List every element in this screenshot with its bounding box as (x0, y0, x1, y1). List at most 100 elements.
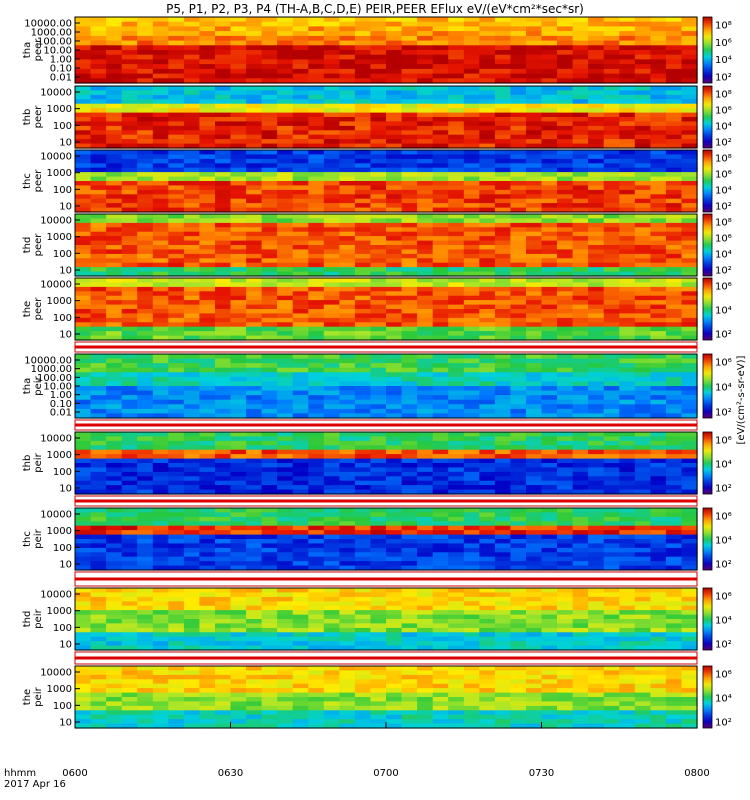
heatmap-cell (261, 619, 278, 624)
heatmap-cell (494, 267, 512, 273)
heatmap-cell (370, 198, 387, 204)
heatmap-cell (448, 432, 465, 437)
heatmap-cell (199, 139, 216, 145)
heatmap-cell (494, 231, 512, 237)
heatmap-cell (603, 317, 620, 323)
heatmap-cell (510, 240, 527, 246)
heatmap-cell (681, 245, 698, 250)
heatmap-cell (339, 588, 356, 593)
heatmap-cell (494, 240, 512, 246)
heatmap-cell (230, 623, 247, 629)
heatmap-cell (354, 601, 372, 607)
heatmap-cell (588, 610, 605, 616)
heatmap-cell (479, 395, 496, 401)
heatmap-cell (90, 198, 107, 204)
heatmap-cell (246, 432, 263, 437)
heatmap-cell (339, 150, 356, 155)
heatmap-cell (246, 286, 263, 292)
heatmap-cell (681, 476, 698, 482)
heatmap-cell (215, 539, 232, 544)
heatmap-cell (510, 512, 527, 518)
heatmap-cell (432, 436, 449, 442)
heatmap-cell (230, 108, 247, 114)
heatmap-cell (370, 588, 387, 593)
heatmap-cell (323, 150, 340, 155)
heatmap-cell (323, 408, 340, 415)
heatmap-cell (448, 134, 465, 140)
heatmap-cell (417, 194, 434, 200)
heatmap-cell (137, 203, 154, 209)
heatmap-cell (541, 592, 558, 598)
heatmap-cell (681, 561, 698, 567)
heatmap-cell (261, 512, 278, 518)
heatmap-cell (215, 267, 232, 273)
heatmap-cell (463, 236, 480, 242)
heatmap-cell (339, 408, 356, 415)
heatmap-cell (308, 295, 325, 301)
heatmap-cell (106, 471, 123, 477)
heatmap-cell (106, 295, 123, 301)
heatmap-cell (106, 218, 123, 224)
heatmap-cell (479, 623, 496, 629)
heatmap-cell (603, 326, 620, 332)
heatmap-cell (106, 300, 123, 306)
heatmap-cell (463, 17, 480, 23)
heatmap-cell (137, 163, 154, 169)
heatmap-cell (417, 381, 434, 387)
heatmap-cell (588, 295, 605, 301)
heatmap-cell (432, 73, 449, 79)
heatmap-cell (510, 189, 527, 195)
heatmap-cell (339, 73, 356, 79)
heatmap-cell (463, 271, 480, 277)
heatmap-cell (463, 163, 480, 169)
heatmap-cell (199, 627, 216, 633)
heatmap-cell (106, 530, 123, 536)
heatmap-cell (308, 103, 325, 109)
heatmap-cell (246, 367, 263, 373)
heatmap-cell (246, 404, 263, 410)
heatmap-cell (401, 445, 418, 451)
heatmap-cell (603, 354, 620, 360)
heatmap-cell (432, 286, 449, 292)
heatmap-cell (541, 222, 558, 228)
heatmap-cell (526, 512, 543, 518)
heatmap-cell (681, 467, 698, 473)
heatmap-cell (90, 172, 107, 178)
heatmap-cell (665, 103, 683, 109)
heatmap-cell (463, 614, 480, 620)
heatmap-cell (137, 167, 154, 173)
heatmap-cell (432, 449, 449, 455)
heatmap-cell (215, 214, 232, 219)
heatmap-cell (354, 588, 372, 593)
heatmap-cell (152, 521, 169, 527)
heatmap-cell (75, 413, 92, 419)
heatmap-cell (650, 445, 667, 451)
heatmap-cell (292, 552, 309, 558)
heatmap-cell (168, 354, 185, 360)
panel-tha-peer: 10000.001000.00100.0010.001.000.100.01th… (22, 16, 732, 84)
heatmap-cell (168, 381, 185, 387)
heatmap-cell (479, 596, 496, 602)
heatmap-cell (106, 35, 123, 42)
heatmap-cell (572, 508, 589, 513)
heatmap-cell (634, 485, 651, 491)
colorbar-tick-label: 10⁶ (715, 234, 732, 245)
heatmap-cell (603, 525, 620, 531)
heatmap-cell (463, 322, 480, 328)
heatmap-cell (168, 68, 185, 75)
heatmap-cell (448, 249, 465, 255)
heatmap-cell (339, 512, 356, 518)
heatmap-cell (137, 322, 154, 328)
heatmap-cell (152, 354, 169, 360)
heatmap-cell (215, 605, 232, 611)
heatmap-cell (541, 245, 558, 250)
heatmap-cell (510, 181, 527, 186)
heatmap-cell (650, 372, 667, 378)
heatmap-cell (665, 112, 683, 118)
heatmap-cell (401, 291, 418, 297)
heatmap-cell (323, 125, 340, 131)
heatmap-cell (230, 386, 247, 392)
heatmap-cell (215, 64, 232, 70)
heatmap-cell (401, 512, 418, 518)
